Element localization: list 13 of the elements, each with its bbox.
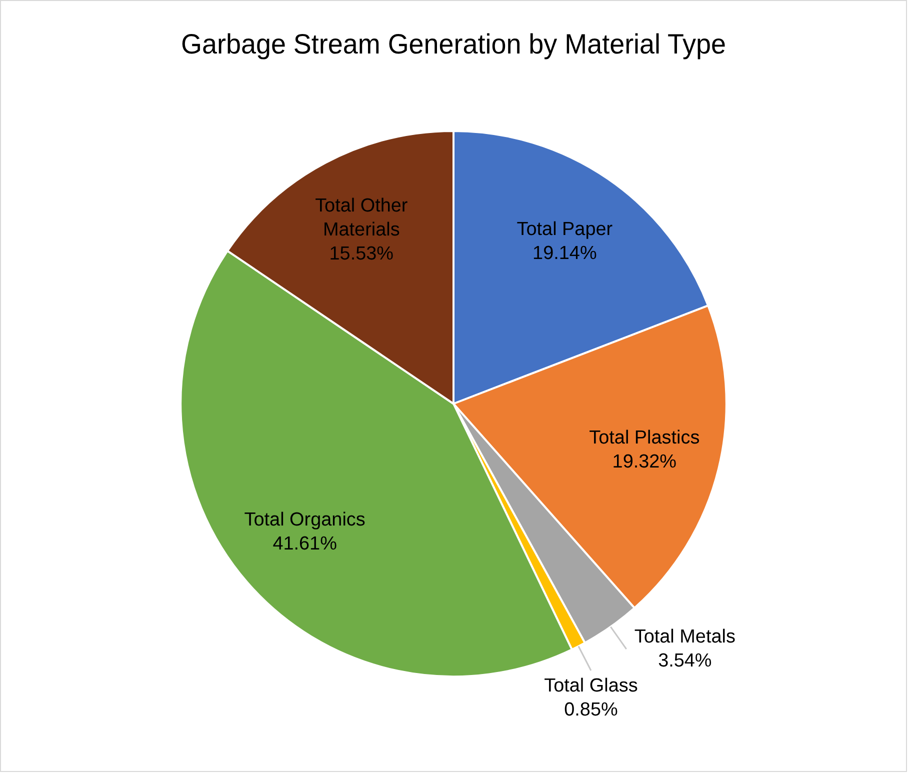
data-label: 19.32% [612, 451, 677, 472]
data-label: 15.53% [329, 243, 394, 264]
slice-label: Total Glass [544, 676, 638, 697]
chart-title: Garbage Stream Generation by Material Type [181, 28, 726, 60]
slice-label: Total Paper [516, 219, 613, 240]
slice-label: Total Other Materials [315, 196, 408, 240]
data-label: 41.61% [272, 533, 338, 554]
slice-label: Total Metals [634, 626, 736, 648]
slice-label: Total Plastics [589, 427, 700, 448]
data-label: 19.14% [532, 242, 597, 264]
data-label: 3.54% [658, 650, 712, 672]
data-label: 0.85% [564, 700, 618, 721]
slice-label: Total Organics [244, 509, 366, 530]
